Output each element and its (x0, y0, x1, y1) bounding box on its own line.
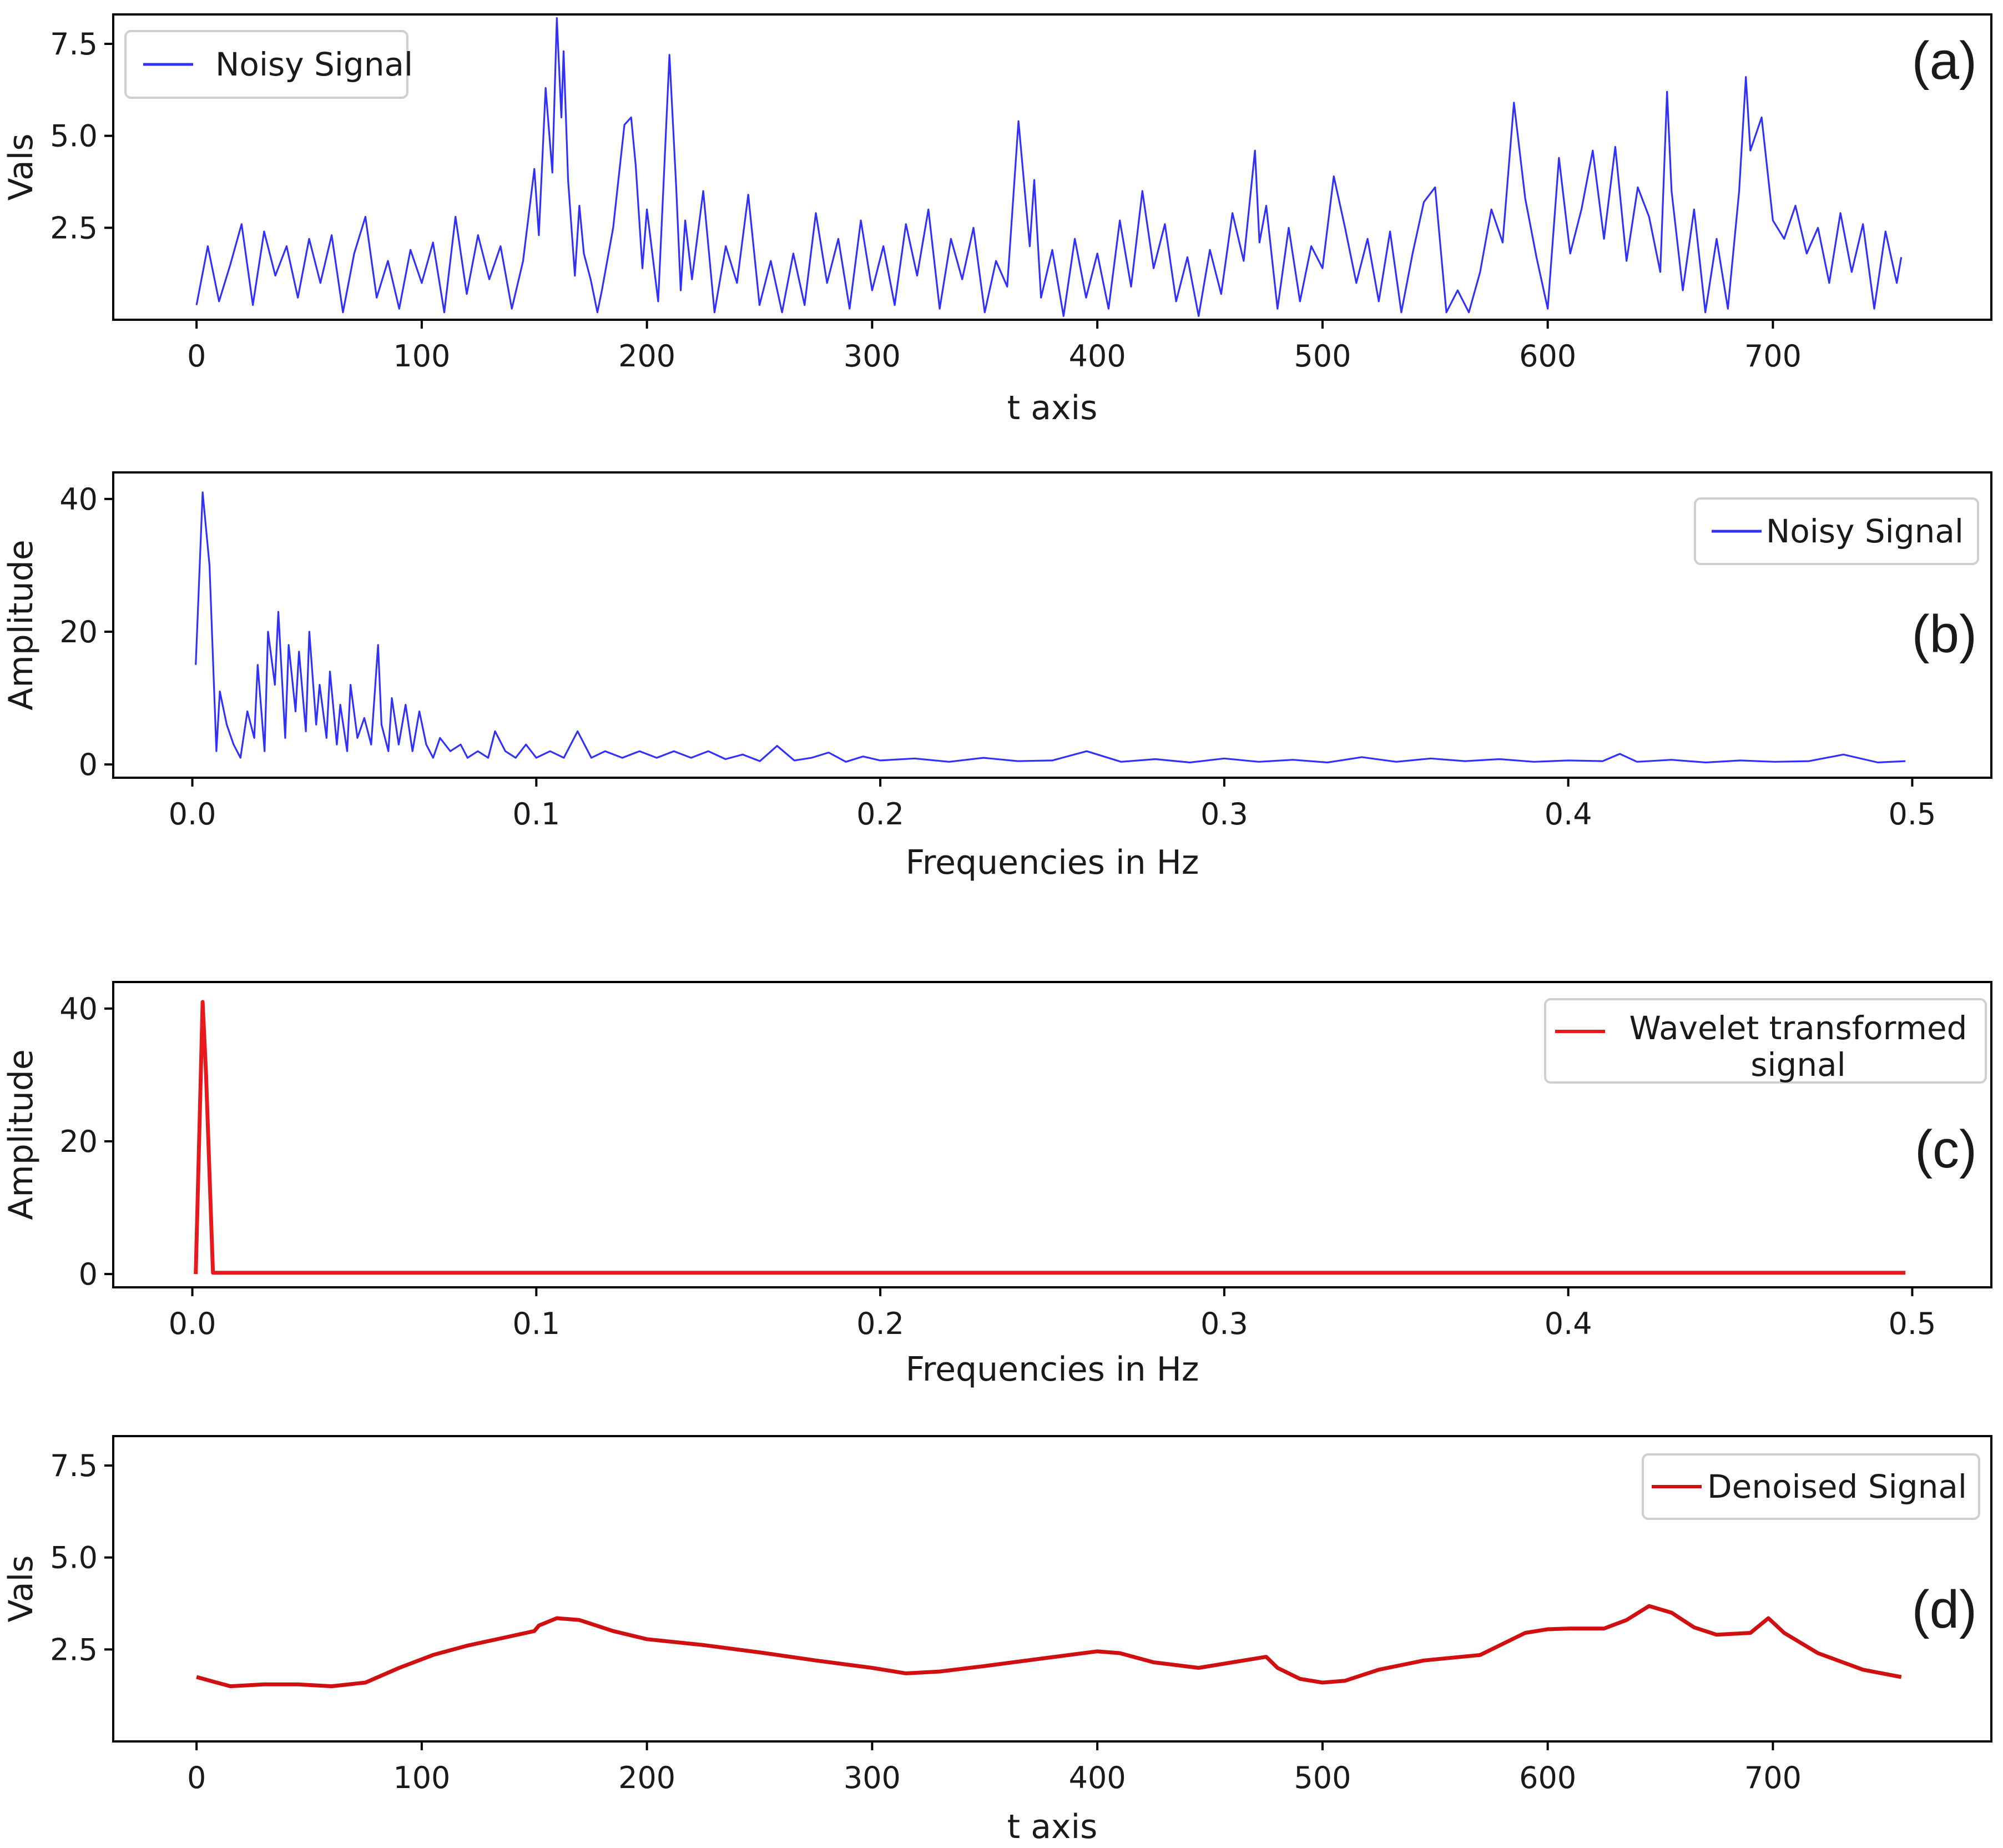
series-group (195, 17, 1903, 318)
series-group (194, 1000, 1906, 1275)
panel-label: (d) (1912, 1580, 1977, 1639)
x-tick-label: 0.2 (856, 1306, 904, 1341)
legend-box (1694, 497, 1979, 565)
x-tick-label: 600 (1519, 339, 1576, 374)
x-tick-label: 0.0 (169, 1306, 216, 1341)
x-axis-label: t axis (1007, 389, 1098, 427)
legend-label-line: signal (1750, 1046, 1846, 1084)
y-tick-label: 5.0 (50, 1540, 98, 1575)
y-tick-label: 7.5 (50, 27, 98, 62)
y-tick-label: 0 (79, 1257, 98, 1292)
x-tick-label: 0 (187, 339, 206, 374)
x-tick-label: 0.2 (856, 797, 904, 832)
x-tick-label: 300 (844, 339, 901, 374)
legend: Noisy Signal (1694, 497, 1979, 565)
x-tick-label: 200 (618, 339, 675, 374)
y-tick-label: 20 (59, 615, 98, 649)
panel-b: 0.0 0.1 0.2 0.3 0.4 0.5 0 20 40 Frequencies in H… (2, 471, 1992, 882)
x-tick-label: 0.3 (1200, 1306, 1248, 1341)
y-tick-label: 2.5 (50, 1632, 98, 1667)
legend-label-line: Wavelet transformed (1629, 1009, 1967, 1047)
y-axis-label: Vals (2, 133, 41, 200)
series-line (195, 491, 1906, 764)
y-axis-label: Vals (2, 1555, 41, 1622)
x-tick-label: 0.1 (512, 1306, 560, 1341)
panel-a: 0 100 200 300 400 500 600 700 2.5 5.0 7.5 t axis V… (2, 13, 1992, 427)
x-tick-label: 700 (1744, 339, 1802, 374)
x-tick-label: 100 (393, 1760, 450, 1795)
x-tick-label: 0.3 (1200, 797, 1248, 832)
x-tick-label: 0.4 (1545, 1306, 1592, 1341)
x-tick-label: 0.0 (169, 797, 216, 832)
series-line (194, 1000, 1906, 1275)
plot-frame (112, 981, 1992, 1288)
legend-label: Wavelet transformed signal (1629, 1009, 1967, 1084)
y-tick-label: 0 (79, 747, 98, 782)
x-tick-label: 0.4 (1545, 797, 1592, 832)
legend-box (124, 30, 408, 99)
panel-d: 0 100 200 300 400 500 600 700 2.5 5.0 7.5 t axis V… (2, 1435, 1992, 1846)
plot-frame (112, 1435, 1992, 1743)
legend: Denoised Signal (1642, 1453, 1980, 1520)
plot-frame (112, 471, 1992, 779)
tick-group: 0 100 200 300 400 500 600 700 2.5 5.0 7.5 (50, 27, 1802, 374)
y-tick-label: 20 (59, 1124, 98, 1159)
x-tick-label: 400 (1069, 339, 1126, 374)
series-line (196, 1604, 1902, 1689)
x-tick-label: 700 (1744, 1760, 1802, 1795)
x-tick-label: 0.5 (1889, 1306, 1936, 1341)
legend-label: Noisy Signal (215, 46, 413, 83)
x-axis-label: Frequencies in Hz (906, 1350, 1199, 1389)
y-tick-label: 5.0 (50, 119, 98, 154)
series-group (195, 491, 1906, 764)
y-axis-label: Amplitude (2, 1049, 41, 1220)
legend-label: Denoised Signal (1707, 1468, 1967, 1505)
legend-box (1544, 998, 1987, 1084)
tick-group: 0.0 0.1 0.2 0.3 0.4 0.5 0 20 40 (59, 482, 1936, 832)
series-line (195, 17, 1903, 318)
x-tick-label: 0.5 (1889, 797, 1936, 832)
legend: Wavelet transformed signal (1544, 998, 1987, 1084)
x-tick-label: 100 (393, 339, 450, 374)
y-tick-label: 40 (59, 482, 98, 517)
y-tick-label: 2.5 (50, 210, 98, 245)
x-tick-label: 600 (1519, 1760, 1576, 1795)
tick-group: 0 100 200 300 400 500 600 700 2.5 5.0 7.5 (50, 1448, 1802, 1795)
series-group (196, 1604, 1902, 1689)
x-tick-label: 200 (618, 1760, 675, 1795)
x-tick-label: 500 (1294, 339, 1351, 374)
legend-box (1642, 1453, 1980, 1520)
x-axis-label: t axis (1007, 1807, 1098, 1846)
x-tick-label: 500 (1294, 1760, 1351, 1795)
x-axis-label: Frequencies in Hz (906, 843, 1199, 882)
x-tick-label: 0 (187, 1760, 206, 1795)
legend: Noisy Signal (124, 30, 413, 99)
x-tick-label: 300 (844, 1760, 901, 1795)
x-tick-label: 0.1 (512, 797, 560, 832)
panel-label: (b) (1912, 605, 1977, 664)
tick-group: 0.0 0.1 0.2 0.3 0.4 0.5 0 20 40 (59, 991, 1936, 1341)
panel-label: (c) (1915, 1120, 1977, 1179)
legend-label: Noisy Signal (1766, 512, 1964, 550)
y-tick-label: 7.5 (50, 1448, 98, 1483)
x-tick-label: 400 (1069, 1760, 1126, 1795)
panel-label: (a) (1912, 31, 1977, 90)
panel-c: 0.0 0.1 0.2 0.3 0.4 0.5 0 20 40 Frequencies in H… (2, 981, 1992, 1389)
plot-frame (112, 13, 1992, 321)
y-tick-label: 40 (59, 991, 98, 1026)
y-axis-label: Amplitude (2, 540, 41, 710)
